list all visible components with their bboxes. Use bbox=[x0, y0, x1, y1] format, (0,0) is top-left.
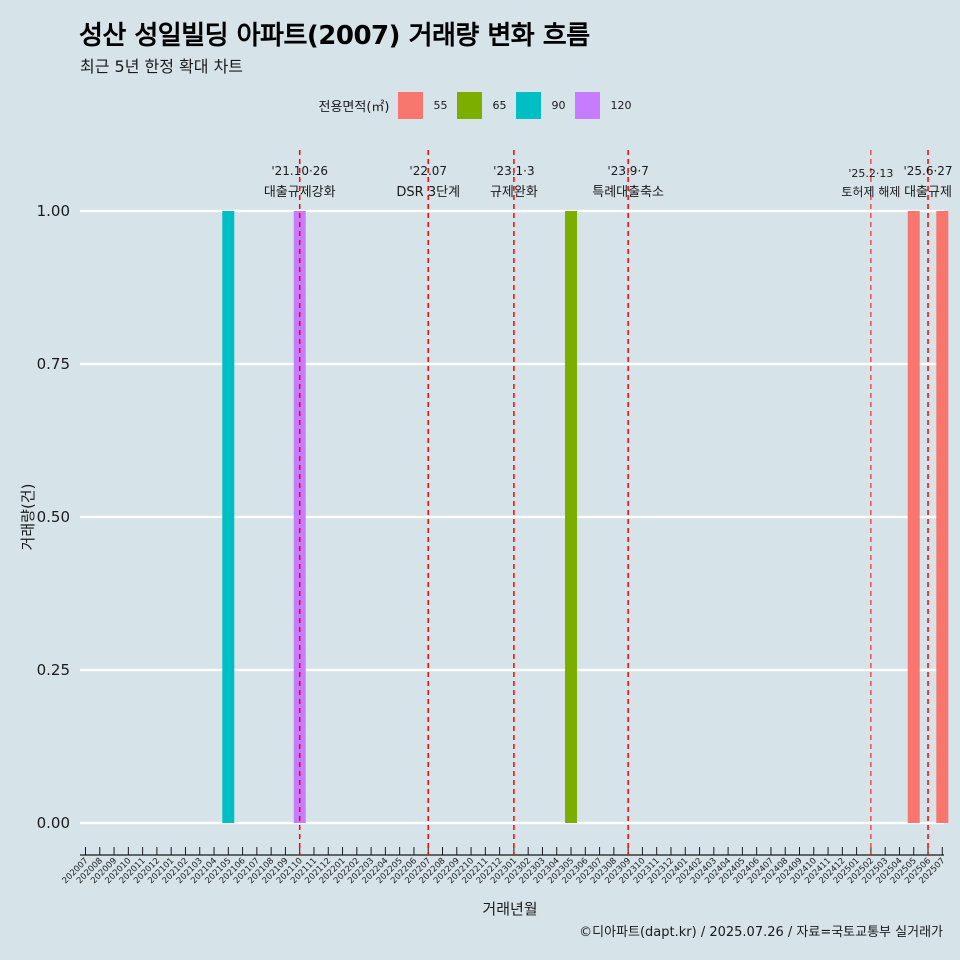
y-tick-label: 1.00 bbox=[37, 202, 70, 220]
chart-subtitle: 최근 5년 한정 확대 차트 bbox=[80, 57, 244, 76]
bar-90-202105 bbox=[222, 211, 235, 823]
event-label-4: 토허제 해제 bbox=[841, 185, 900, 199]
chart-title: 성산 성일빌딩 아파트(2007) 거래량 변화 흐름 bbox=[79, 21, 590, 51]
x-axis-label: 거래년월 bbox=[482, 900, 537, 918]
legend-label-90: 90 bbox=[551, 99, 566, 112]
y-tick-label: 0.00 bbox=[37, 814, 70, 832]
y-axis-label: 거래량(건) bbox=[19, 484, 37, 551]
bar-55-202507 bbox=[936, 211, 949, 823]
legend-item-65: 65 bbox=[457, 92, 506, 119]
event-date-3: '23.9·7 bbox=[607, 164, 648, 178]
legend-item-55: 55 bbox=[398, 92, 447, 119]
event-label-2: 규제완화 bbox=[490, 185, 538, 200]
legend-swatch-55 bbox=[398, 92, 424, 119]
event-label-3: 특례대출축소 bbox=[592, 185, 664, 200]
bar-120-202110 bbox=[293, 211, 306, 823]
event-label-1: DSR 3단계 bbox=[396, 185, 460, 200]
y-tick-label: 0.25 bbox=[37, 661, 70, 679]
y-tick-label: 0.50 bbox=[37, 508, 70, 526]
legend: 전용면적(㎡) 55 65 90 120 bbox=[0, 92, 960, 119]
event-date-0: '21.10·26 bbox=[271, 164, 328, 178]
legend-swatch-90 bbox=[516, 92, 542, 119]
event-date-4: '25.2·13 bbox=[848, 167, 893, 180]
legend-title: 전용면적(㎡) bbox=[318, 100, 390, 115]
event-label-5: 대출규제 bbox=[904, 185, 952, 200]
legend-label-55: 55 bbox=[433, 99, 448, 112]
legend-swatch-65 bbox=[457, 92, 483, 119]
event-date-2: '23.1·3 bbox=[493, 164, 534, 178]
bar-55-202505 bbox=[907, 211, 920, 823]
legend-item-90: 90 bbox=[516, 92, 565, 119]
legend-item-120: 120 bbox=[575, 92, 631, 119]
event-date-5: '25.6·27 bbox=[903, 164, 952, 178]
legend-label-120: 120 bbox=[610, 99, 632, 112]
legend-label-65: 65 bbox=[492, 99, 507, 112]
caption: ©디아파트(dapt.kr) / 2025.07.26 / 자료=국토교통부 실… bbox=[579, 925, 943, 940]
bar-65-202305 bbox=[565, 211, 578, 823]
event-label-0: 대출규제강화 bbox=[264, 185, 336, 200]
y-tick-label: 0.75 bbox=[37, 355, 70, 373]
event-date-1: '22.07 bbox=[409, 164, 447, 178]
legend-swatch-120 bbox=[575, 92, 601, 119]
